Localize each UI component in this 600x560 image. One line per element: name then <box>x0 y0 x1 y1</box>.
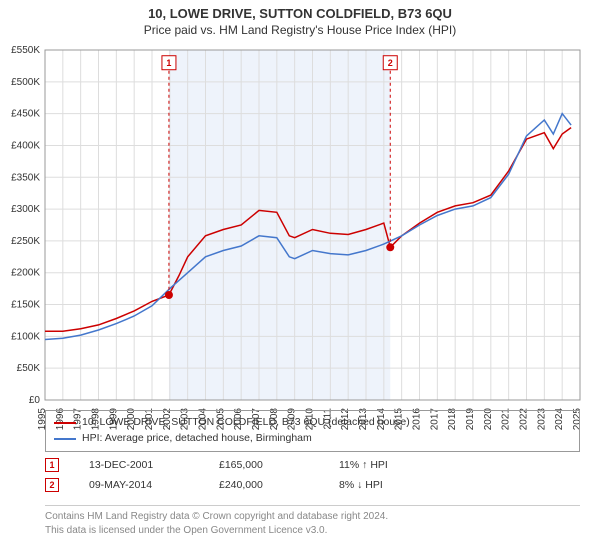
sale-hpi: 8% ↓ HPI <box>339 479 429 491</box>
chart-area: £0£50K£100K£150K£200K£250K£300K£350K£400… <box>45 50 580 400</box>
legend-row: 10, LOWE DRIVE, SUTTON COLDFIELD, B73 6Q… <box>54 415 571 431</box>
legend-label: HPI: Average price, detached house, Birm… <box>82 431 312 447</box>
legend-label: 10, LOWE DRIVE, SUTTON COLDFIELD, B73 6Q… <box>82 415 410 431</box>
sale-date: 09-MAY-2014 <box>89 479 189 491</box>
title-block: 10, LOWE DRIVE, SUTTON COLDFIELD, B73 6Q… <box>0 0 600 39</box>
sale-row: 1 13-DEC-2001 £165,000 11% ↑ HPI <box>45 455 580 475</box>
sales-table: 1 13-DEC-2001 £165,000 11% ↑ HPI 2 09-MAY-201… <box>45 455 580 495</box>
sale-hpi: 11% ↑ HPI <box>339 459 429 471</box>
svg-text:1: 1 <box>166 58 171 68</box>
footer: Contains HM Land Registry data © Crown c… <box>45 505 580 538</box>
svg-text:£250K: £250K <box>11 236 40 247</box>
svg-text:£50K: £50K <box>17 363 41 374</box>
svg-text:£350K: £350K <box>11 172 40 183</box>
chart-subtitle: Price paid vs. HM Land Registry's House … <box>0 23 600 37</box>
svg-text:£300K: £300K <box>11 204 40 215</box>
svg-text:£550K: £550K <box>11 45 40 56</box>
legend-swatch <box>54 422 76 424</box>
svg-text:£500K: £500K <box>11 77 40 88</box>
sale-badge: 1 <box>45 458 59 472</box>
legend-row: HPI: Average price, detached house, Birm… <box>54 431 571 447</box>
svg-text:£200K: £200K <box>11 268 40 279</box>
chart-container: 10, LOWE DRIVE, SUTTON COLDFIELD, B73 6Q… <box>0 0 600 560</box>
legend-swatch <box>54 438 76 440</box>
svg-text:£400K: £400K <box>11 140 40 151</box>
svg-text:£0: £0 <box>29 395 41 406</box>
legend: 10, LOWE DRIVE, SUTTON COLDFIELD, B73 6Q… <box>45 410 580 452</box>
chart-title: 10, LOWE DRIVE, SUTTON COLDFIELD, B73 6Q… <box>0 6 600 21</box>
sale-badge: 2 <box>45 478 59 492</box>
footer-line2: This data is licensed under the Open Gov… <box>45 524 580 538</box>
sale-price: £240,000 <box>219 479 309 491</box>
chart-svg: £0£50K£100K£150K£200K£250K£300K£350K£400… <box>45 50 580 400</box>
svg-text:£100K: £100K <box>11 331 40 342</box>
svg-text:£450K: £450K <box>11 109 40 120</box>
sale-date: 13-DEC-2001 <box>89 459 189 471</box>
svg-text:£150K: £150K <box>11 300 40 311</box>
sale-price: £165,000 <box>219 459 309 471</box>
sale-row: 2 09-MAY-2014 £240,000 8% ↓ HPI <box>45 475 580 495</box>
svg-text:2: 2 <box>388 58 393 68</box>
footer-line1: Contains HM Land Registry data © Crown c… <box>45 510 580 524</box>
